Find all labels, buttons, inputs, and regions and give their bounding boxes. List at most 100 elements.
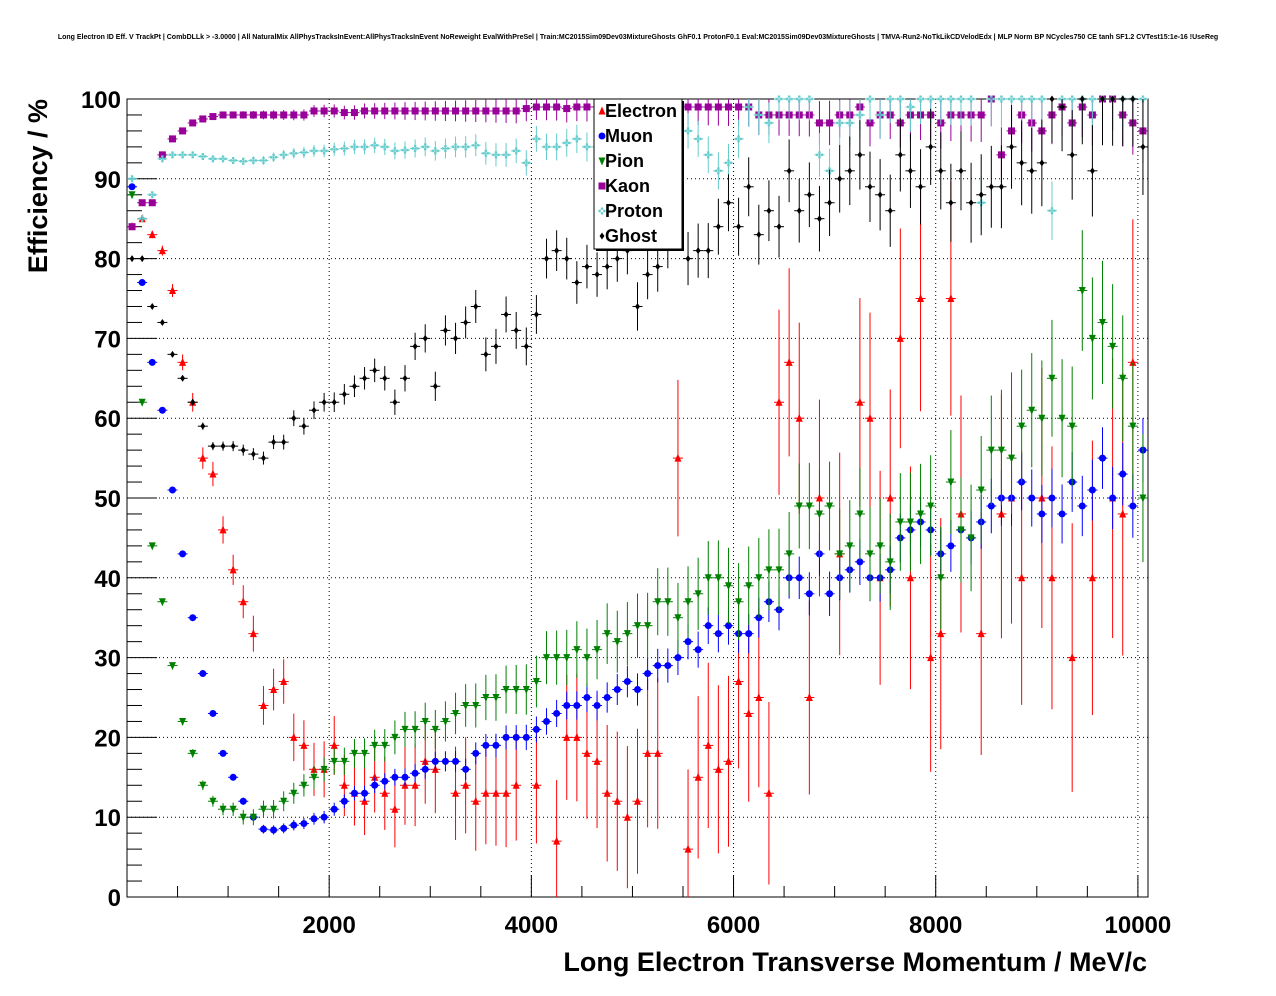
data-point: [837, 175, 843, 183]
legend-label: Pion: [605, 151, 644, 171]
data-point: [724, 756, 732, 765]
data-point: [219, 749, 227, 757]
data-point: [411, 725, 419, 734]
data-point: [634, 796, 641, 805]
data-point: [300, 148, 308, 156]
data-point: [401, 146, 409, 154]
data-point: [896, 518, 904, 527]
data-point: [361, 789, 369, 797]
legend-label: Ghost: [605, 226, 657, 246]
data-point: [978, 191, 984, 199]
data-point: [350, 109, 358, 117]
data-point: [998, 183, 1004, 191]
data-point: [492, 107, 500, 115]
data-point: [280, 111, 288, 119]
legend-label: Proton: [605, 201, 663, 221]
data-point: [694, 103, 702, 111]
data-point: [320, 813, 328, 821]
data-point: [179, 127, 187, 135]
data-point: [502, 686, 510, 695]
data-point: [239, 111, 247, 119]
data-point: [371, 741, 379, 750]
data-point: [300, 781, 308, 790]
data-point: [543, 654, 551, 663]
data-point: [1048, 573, 1056, 582]
data-point: [1119, 470, 1127, 478]
data-point: [997, 446, 1005, 455]
data-point: [441, 757, 449, 765]
data-point: [442, 326, 448, 334]
data-point: [189, 119, 197, 127]
data-point: [533, 310, 539, 318]
data-point: [391, 107, 399, 115]
data-point: [746, 183, 752, 191]
data-point: [695, 247, 701, 255]
data-point: [452, 709, 460, 718]
data-point: [362, 374, 368, 382]
data-point: [199, 453, 207, 462]
data-point: [644, 748, 652, 757]
data-point: [472, 749, 480, 757]
data-point: [674, 654, 682, 662]
data-point: [200, 422, 206, 430]
data-point: [553, 709, 561, 717]
data-point: [997, 95, 1005, 103]
data-point: [1048, 494, 1056, 502]
data-point: [987, 502, 995, 510]
data-point: [421, 765, 429, 773]
data-point: [452, 107, 460, 115]
data-point: [472, 796, 480, 805]
data-point: [735, 677, 743, 686]
data-point: [694, 772, 702, 781]
data-point: [492, 741, 500, 749]
data-point: [654, 748, 662, 757]
data-point: [583, 694, 591, 701]
data-point: [1028, 494, 1036, 502]
x-tick-label: 6000: [707, 912, 760, 939]
data-point: [977, 629, 985, 638]
data-series: [127, 95, 1148, 897]
data-point: [310, 107, 318, 115]
data-point: [735, 598, 743, 607]
data-point: [209, 155, 217, 163]
data-point: [230, 442, 236, 450]
data-point: [613, 796, 621, 805]
data-point: [361, 749, 369, 758]
y-tick-label: 80: [94, 247, 121, 274]
data-point: [714, 764, 722, 773]
data-point: [856, 111, 864, 119]
data-point: [1059, 103, 1065, 111]
data-point: [492, 694, 500, 702]
data-point: [1018, 422, 1026, 431]
data-point: [704, 622, 712, 630]
data-point: [361, 143, 369, 151]
data-point: [330, 757, 338, 766]
x-tick-label: 8000: [909, 912, 962, 939]
data-point: [431, 147, 439, 155]
data-point: [573, 701, 581, 709]
data-point: [532, 678, 540, 687]
data-point: [259, 805, 267, 814]
data-point: [947, 542, 955, 550]
data-point: [785, 550, 793, 559]
data-point: [583, 654, 591, 663]
data-point: [684, 598, 692, 607]
data-point: [1129, 422, 1137, 431]
data-point: [492, 151, 500, 159]
data-point: [350, 789, 358, 797]
data-point: [877, 191, 883, 199]
data-point: [179, 151, 187, 159]
data-point: [1019, 159, 1025, 167]
data-point: [1069, 151, 1075, 159]
data-point: [906, 103, 914, 111]
data-point: [290, 149, 298, 157]
data-point: [927, 502, 935, 511]
data-point: [805, 590, 813, 598]
data-point: [502, 788, 510, 797]
data-point: [846, 119, 854, 127]
data-point: [543, 717, 551, 725]
data-point: [704, 103, 712, 111]
data-point: [726, 199, 731, 207]
data-point: [431, 107, 439, 115]
data-point: [532, 135, 540, 143]
